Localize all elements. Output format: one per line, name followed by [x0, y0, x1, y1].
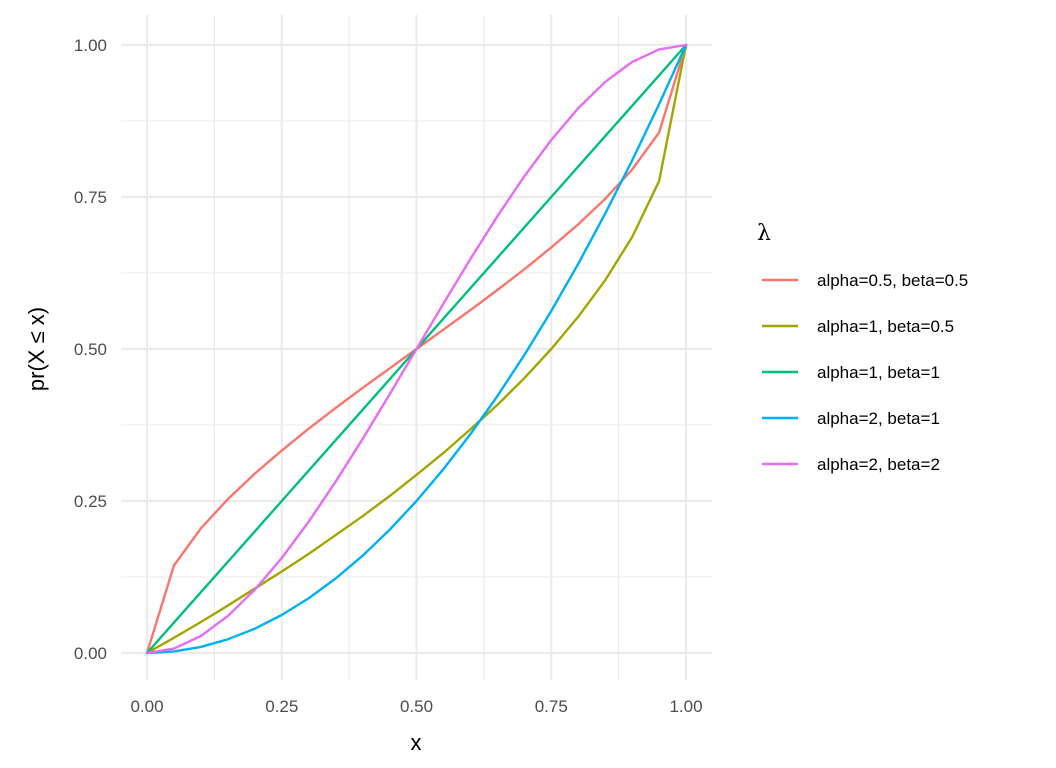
- legend-label: alpha=1, beta=0.5: [817, 317, 954, 336]
- y-tick-label: 1.00: [74, 36, 107, 55]
- legend-label: alpha=0.5, beta=0.5: [817, 271, 968, 290]
- legend-label: alpha=2, beta=2: [817, 455, 940, 474]
- y-tick-label: 0.00: [74, 644, 107, 663]
- legend-title: λ: [757, 221, 771, 246]
- y-tick-label: 0.75: [74, 188, 107, 207]
- legend-item-2: alpha=1, beta=0.5: [762, 317, 954, 336]
- legend-item-3: alpha=1, beta=1: [762, 363, 940, 382]
- series-line-4: [145, 43, 688, 655]
- y-tick-label: 0.25: [74, 492, 107, 511]
- x-tick-label: 0.25: [265, 697, 298, 716]
- x-tick-label: 0.00: [130, 697, 163, 716]
- series-lines: [145, 43, 688, 655]
- legend-item-5: alpha=2, beta=2: [762, 455, 940, 474]
- y-axis-tick-labels: 0.00 0.25 0.50 0.75 1.00: [74, 36, 107, 663]
- x-tick-label: 1.00: [669, 697, 702, 716]
- x-axis-title: x: [411, 730, 422, 755]
- legend-items: alpha=0.5, beta=0.5 alpha=1, beta=0.5 alph…: [762, 271, 968, 474]
- y-axis-title: pr(X ≤ x): [24, 307, 49, 391]
- legend-label: alpha=2, beta=1: [817, 409, 940, 428]
- y-tick-label: 0.50: [74, 340, 107, 359]
- x-axis-tick-labels: 0.00 0.25 0.50 0.75 1.00: [130, 697, 702, 716]
- legend-item-1: alpha=0.5, beta=0.5: [762, 271, 968, 290]
- x-tick-label: 0.75: [535, 697, 568, 716]
- series-line-5: [145, 43, 688, 655]
- series-line-2: [145, 43, 688, 655]
- x-tick-label: 0.50: [400, 697, 433, 716]
- legend-label: alpha=1, beta=1: [817, 363, 940, 382]
- legend-item-4: alpha=2, beta=1: [762, 409, 940, 428]
